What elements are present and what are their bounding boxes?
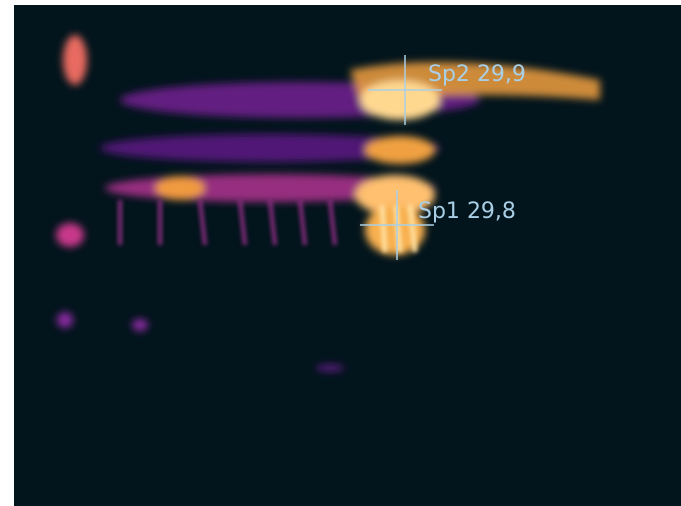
- spot-name: Sp2: [428, 62, 470, 87]
- spot-name: Sp1: [418, 199, 460, 224]
- spot-value: 29,9: [477, 62, 526, 87]
- spot-label: Sp1 29,8: [418, 199, 516, 224]
- spot-label: Sp2 29,9: [428, 62, 526, 87]
- spot-value: 29,8: [467, 199, 516, 224]
- thermal-screenshot: Sp2 29,9 Sp1 29,8: [0, 0, 681, 506]
